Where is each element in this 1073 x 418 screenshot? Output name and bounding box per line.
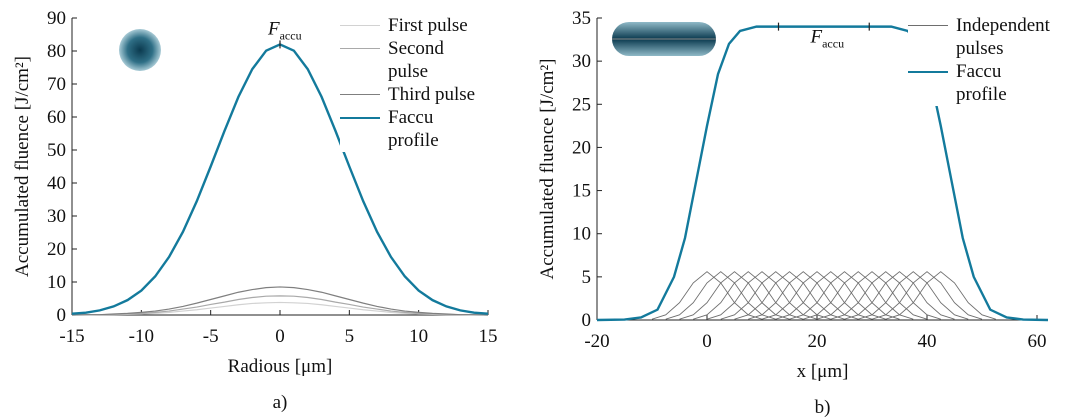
y-tick-label: 35 [572, 8, 591, 29]
annotation-main: F [267, 18, 280, 39]
legend-entry: First pulse [340, 14, 488, 37]
pulse-line [734, 271, 845, 320]
y-tick-label: 30 [47, 206, 66, 227]
pulse-line [651, 271, 763, 320]
x-tick-label: 0 [702, 331, 712, 352]
pulse-line [775, 271, 886, 320]
legend-entry: Independent pulses [908, 14, 1056, 60]
series-line [71, 295, 489, 316]
pulse-line [665, 271, 776, 320]
legend-label: Faccu profile [388, 107, 439, 151]
x-tick-label: -20 [584, 331, 609, 352]
y-tick-label: 40 [47, 173, 66, 194]
legend-swatch [340, 48, 380, 49]
legend-label: First pulse [388, 15, 468, 36]
pulse-line [693, 271, 804, 320]
subplot-label: a) [273, 392, 288, 413]
y-axis-label: Accumulated fluence [J/cm²] [12, 56, 33, 277]
subplot-label: b) [815, 397, 831, 418]
pulse-line [885, 271, 996, 320]
annotation-sub: accu [822, 37, 844, 51]
annotation-sub: accu [280, 28, 302, 42]
y-tick-label: 5 [582, 267, 592, 288]
pulse-line [761, 271, 873, 320]
pulse-line [748, 271, 859, 320]
x-tick-label: 5 [345, 326, 355, 347]
legend-swatch [908, 71, 948, 73]
y-tick-label: 60 [47, 107, 66, 128]
pulse-line [803, 271, 914, 320]
pulse-line [858, 271, 969, 320]
pulse-line [830, 271, 941, 320]
y-tick-label: 20 [572, 137, 591, 158]
x-tick-label: 60 [1028, 331, 1047, 352]
y-axis-label: Accumulated fluence [J/cm²] [537, 59, 558, 280]
x-tick-label: -10 [129, 326, 154, 347]
pulse-line [789, 271, 900, 320]
profile-line [596, 25, 1049, 322]
series-line [72, 301, 488, 316]
annotation-main: F [810, 27, 823, 48]
legend: First pulse Second pulse Third pulse Faccu … [340, 14, 488, 152]
annotation: Faccu [267, 18, 302, 42]
legend-entry: Faccu profile [340, 106, 488, 152]
legend-swatch [908, 25, 948, 26]
beam-spot-icon [119, 29, 161, 71]
x-tick-label: 40 [918, 331, 937, 352]
y-tick-label: 0 [57, 305, 67, 326]
legend: Independent pulses Faccu profile [908, 14, 1056, 106]
legend-entry: Second pulse [340, 37, 488, 83]
y-tick-label: 15 [572, 181, 591, 202]
pulse-line [871, 271, 983, 320]
pulse-line [679, 271, 790, 320]
legend-label: Second pulse [388, 38, 444, 82]
legend-label: Third pulse [388, 84, 476, 105]
legend-swatch [340, 117, 380, 119]
x-tick-label: -15 [59, 326, 84, 347]
legend-entry: Third pulse [340, 83, 488, 106]
annotation: Faccu [810, 27, 845, 51]
pulse-line [720, 271, 831, 320]
legend-entry: Faccu profile [908, 60, 1056, 106]
legend-label: Faccu profile [956, 61, 1007, 105]
x-tick-label: 0 [275, 326, 285, 347]
x-tick-label: -5 [203, 326, 219, 347]
pulse-line [706, 271, 818, 320]
pulse-line [844, 271, 955, 320]
y-tick-label: 30 [572, 51, 591, 72]
y-tick-label: 20 [47, 239, 66, 260]
x-tick-label: 10 [409, 326, 428, 347]
series-line [71, 286, 489, 316]
y-tick-label: 80 [47, 41, 66, 62]
y-tick-label: 10 [572, 224, 591, 245]
y-tick-label: 50 [47, 140, 66, 161]
x-axis-label: x [μm] [797, 361, 849, 382]
legend-label: Independent pulses [956, 15, 1050, 59]
y-tick-label: 25 [572, 94, 591, 115]
x-tick-label: 15 [479, 326, 498, 347]
y-tick-label: 10 [47, 272, 66, 293]
legend-swatch [340, 94, 380, 95]
y-tick-label: 0 [582, 310, 592, 331]
pulse-line [816, 271, 928, 320]
x-tick-label: 20 [808, 331, 827, 352]
y-tick-label: 90 [47, 8, 66, 29]
x-axis-label: Radious [μm] [228, 356, 333, 377]
y-tick-label: 70 [47, 74, 66, 95]
legend-swatch [340, 25, 380, 26]
